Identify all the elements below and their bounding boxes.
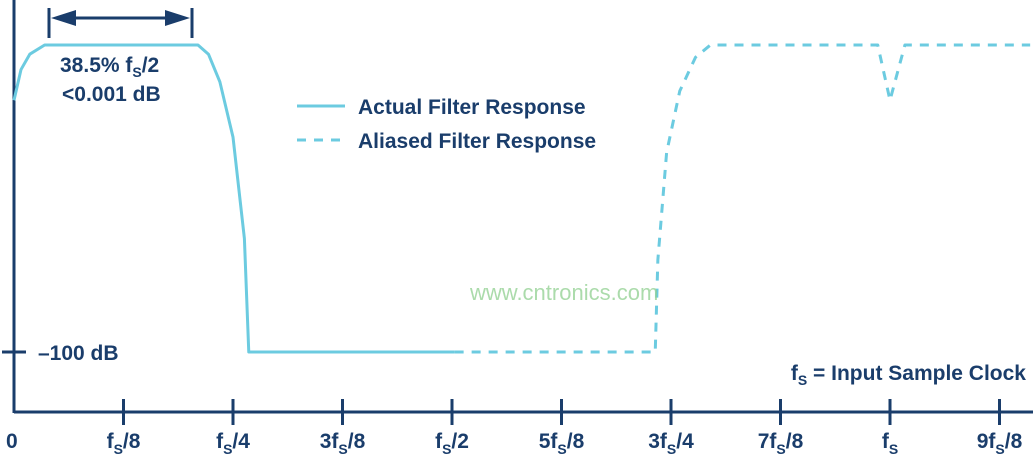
legend-label-actual: Actual Filter Response — [358, 96, 586, 119]
x-tick-label: 7fS/8 — [758, 430, 804, 457]
passband-arrow — [47, 8, 194, 38]
watermark: www.cntronics.com — [469, 280, 658, 305]
x-tick-label: fS/2 — [435, 430, 469, 457]
x-tick-label: 3fS/4 — [648, 430, 694, 457]
sample-clock-footnote: fS = Input Sample Clock — [791, 362, 1026, 388]
axes: –100 dB — [2, 0, 1033, 414]
legend-label-aliased: Aliased Filter Response — [358, 130, 596, 153]
x-ticks: 0 fS/8 fS/4 3fS/8 fS/2 5fS/8 3fS/4 7fS/8 fS 9fS/8 — [6, 399, 1023, 457]
x-tick-label: 9fS/8 — [977, 430, 1023, 457]
x-tick-label: fS — [882, 430, 898, 457]
x-tick-label: 5fS/8 — [539, 430, 585, 457]
arrow-left-head — [51, 10, 76, 26]
passband-width-label: 38.5% fS/2 — [60, 54, 159, 80]
arrow-right-head — [165, 10, 190, 26]
passband-ripple-label: <0.001 dB — [62, 83, 161, 106]
x-tick-label: 3fS/8 — [320, 430, 366, 457]
curves — [12, 43, 1031, 354]
y-tick-label: –100 dB — [38, 342, 119, 365]
aliased-response-line — [454, 43, 1031, 354]
legend: Actual Filter Response Aliased Filter Re… — [297, 96, 596, 153]
actual-response-line — [12, 43, 455, 354]
x-tick-label: fS/4 — [216, 430, 250, 457]
x-tick-label: 0 — [6, 430, 18, 453]
x-tick-label: fS/8 — [107, 430, 141, 457]
